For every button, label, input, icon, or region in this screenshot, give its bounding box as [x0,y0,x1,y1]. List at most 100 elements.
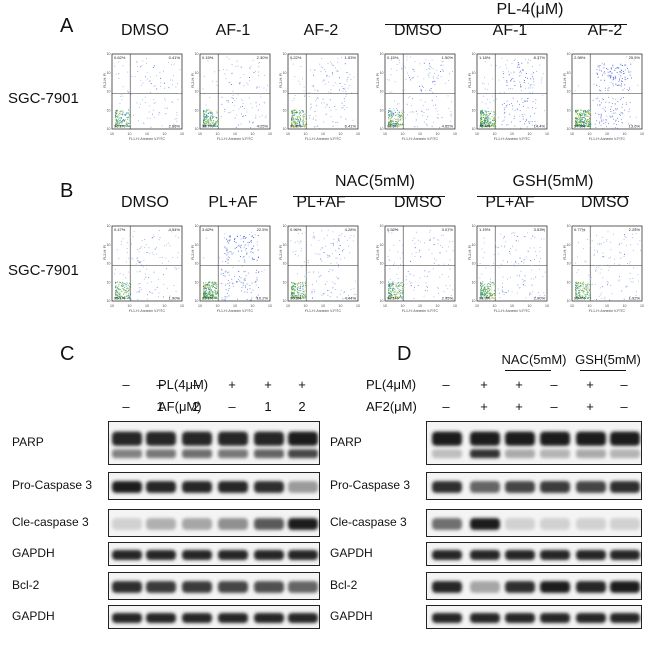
svg-text:10: 10 [436,132,440,136]
svg-text:10: 10 [453,304,457,308]
panel-d-letter: D [397,343,412,365]
svg-text:10: 10 [472,52,476,56]
flow-label-panel_b-3: DMSO [394,194,442,211]
panel-b-group-label-gsh: GSH(5mM) [512,173,594,190]
panel-d-group-line-gsh [580,370,626,372]
svg-text:10: 10 [472,224,476,228]
svg-text:10: 10 [380,224,384,228]
svg-text:10: 10 [588,132,592,136]
svg-text:10: 10 [567,262,571,266]
svg-text:10: 10 [401,132,405,136]
svg-text:10: 10 [195,299,199,303]
blot-band-cleaved [182,449,212,459]
svg-text:10: 10 [545,304,549,308]
svg-text:10: 10 [380,52,384,56]
svg-text:10: 10 [570,304,574,308]
blot-band [540,612,570,624]
treatment-value: + [298,377,306,392]
svg-text:10: 10 [380,108,384,112]
blot-box [426,421,642,465]
quadrant-q-ul: 2.98% [574,55,586,60]
blot-label: GAPDH [12,546,55,560]
svg-text:10: 10 [453,132,457,136]
svg-text:10: 10 [110,132,114,136]
flow-axis-x: FL1-H: Annexin V-FITC [129,137,166,141]
svg-text:10: 10 [286,132,290,136]
quadrant-q-ul: 0.62% [114,55,126,60]
blot-band [288,481,318,493]
treatment-label: AF(μM) [158,399,202,414]
blot-band [432,431,462,446]
blot-label: PARP [330,435,362,449]
flow-axis-y: FL2-H: PI [468,73,472,88]
flow-axis-y: FL2-H: PI [103,73,107,88]
blot-box [108,542,320,566]
svg-text:10: 10 [107,299,111,303]
blot-band [254,581,284,593]
flow-label-panel_a-5: AF-2 [587,22,623,39]
svg-text:10: 10 [283,299,287,303]
svg-text:10: 10 [418,132,422,136]
panel-d-group-label-nac: NAC(5mM) [501,352,567,367]
svg-text:10: 10 [472,262,476,266]
svg-text:10: 10 [233,132,237,136]
treatment-value: 2 [298,399,306,414]
svg-text:10: 10 [107,224,111,228]
blot-box [108,605,320,629]
svg-text:10: 10 [472,243,476,247]
quadrant-q-ur: 0.41% [169,55,181,60]
svg-text:10: 10 [570,132,574,136]
blot-band [288,549,318,561]
svg-text:10: 10 [321,132,325,136]
treatment-value: – [122,399,130,414]
panel-b-letter: B [60,180,74,202]
treatment-value: – [228,399,236,414]
blot-box [108,472,320,500]
quadrant-q-lr: 1.90% [169,296,181,301]
svg-text:10: 10 [128,304,132,308]
svg-text:10: 10 [605,304,609,308]
blot-band [432,549,462,561]
quadrant-q-ll: 96.1% [114,124,126,129]
blot-band [470,581,500,593]
blot-band [470,612,500,624]
blot-band [470,518,500,530]
blot-band [218,518,248,530]
svg-text:10: 10 [472,127,476,131]
blot-band [540,581,570,593]
svg-text:10: 10 [605,132,609,136]
blot-label: Pro-Caspase 3 [330,478,411,492]
blot-band-cleaved [610,449,640,459]
svg-text:10: 10 [128,132,132,136]
svg-text:10: 10 [107,71,111,75]
flow-axis-y: FL2-H: PI [191,73,195,88]
panel-a-group-line [385,24,627,26]
quadrant-q-ul: 0.15% [387,55,399,60]
svg-text:10: 10 [339,132,343,136]
blot-band [470,549,500,561]
svg-text:10: 10 [286,304,290,308]
flow-axis-x: FL1-H: Annexin V-FITC [494,137,531,141]
quadrant-q-ll: 91.8% [290,124,302,129]
svg-text:10: 10 [251,304,255,308]
svg-text:10: 10 [163,132,167,136]
blot-band [288,431,318,446]
blot-band [254,431,284,446]
blot-band [470,431,500,446]
blot-label: Bcl-2 [330,578,358,592]
blot-band [505,518,535,530]
blot-band [218,481,248,493]
blot-band-cleaved [218,449,248,459]
svg-text:10: 10 [180,304,184,308]
svg-text:10: 10 [380,71,384,75]
quadrant-q-ur: 3.53% [534,227,546,232]
svg-text:10: 10 [493,132,497,136]
svg-text:10: 10 [283,90,287,94]
svg-text:10: 10 [145,304,149,308]
flow-axis-x: FL1-H: Annexin V-FITC [305,309,342,313]
blot-band [610,581,640,593]
quadrant-q-ll: 95.1% [114,296,126,301]
blot-band [576,549,606,561]
